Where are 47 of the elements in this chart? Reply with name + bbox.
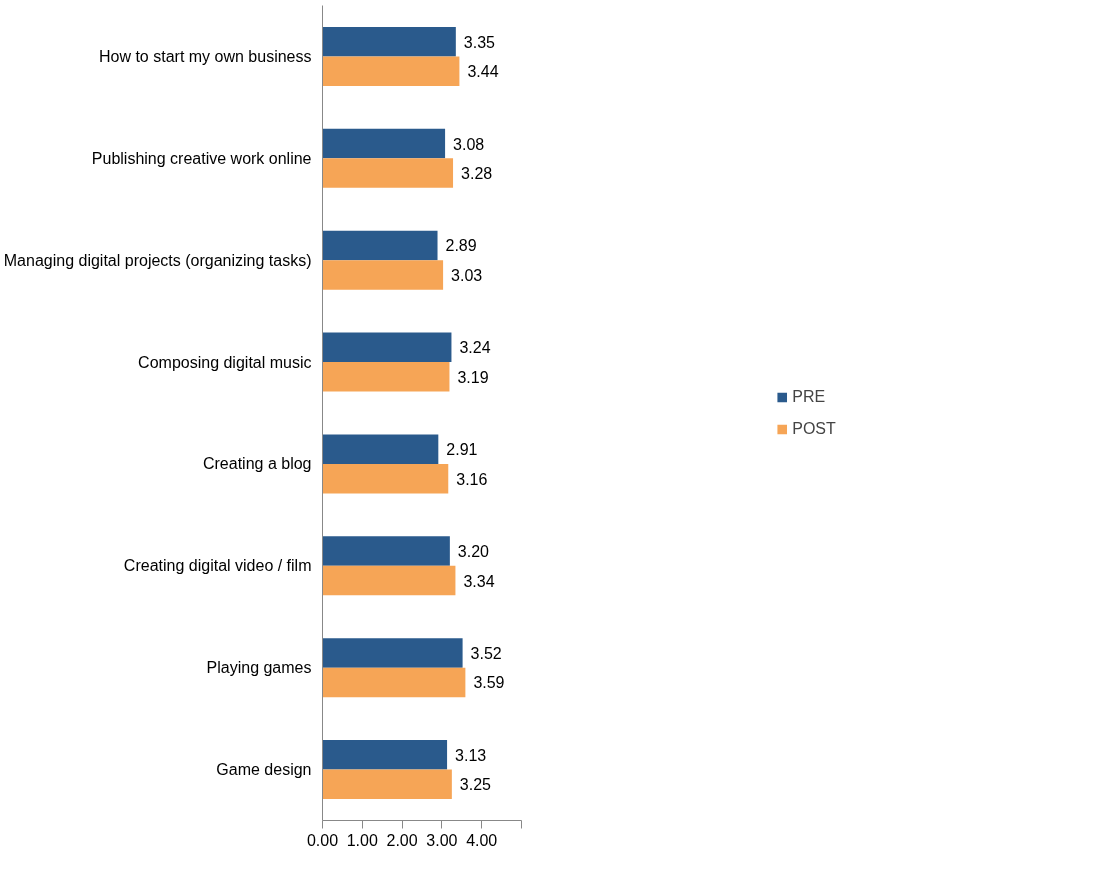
- data-label: 3.59: [473, 674, 505, 692]
- x-tick-label: 0.00: [306, 831, 339, 849]
- bar: [322, 260, 444, 290]
- data-label: 3.52: [470, 644, 502, 662]
- bar: [322, 230, 438, 261]
- y-tick-label: Composing digital music: [138, 353, 312, 371]
- bar: [322, 638, 463, 668]
- data-label: 2.89: [445, 237, 477, 255]
- bar: [322, 463, 449, 494]
- y-tick-label: Playing games: [206, 659, 312, 677]
- x-tick-label: 2.00: [386, 831, 418, 849]
- data-label: 3.20: [457, 543, 490, 561]
- data-label: 3.03: [451, 266, 483, 284]
- bar: [322, 128, 446, 159]
- bar: [322, 565, 456, 596]
- y-tick-label: Creating a blog: [202, 455, 312, 473]
- bar: [322, 667, 466, 698]
- x-tick-label: 4.00: [466, 831, 498, 849]
- y-tick-label: Creating digital video / film: [123, 557, 312, 575]
- data-label: 3.19: [457, 368, 489, 386]
- bar: [322, 26, 456, 57]
- x-tick-label: 3.00: [426, 831, 458, 849]
- bar: [322, 769, 452, 800]
- data-label: 3.25: [459, 776, 492, 794]
- y-tick-label: Managing digital projects (organizing tasks): [3, 251, 312, 269]
- bar: [322, 434, 439, 464]
- y-tick-label: How to start my own business: [98, 47, 312, 65]
- bar: [322, 362, 450, 392]
- data-label: 3.24: [459, 339, 491, 357]
- legend-label: POST: [792, 419, 836, 438]
- data-label: 3.08: [453, 135, 485, 153]
- data-label: 3.13: [455, 746, 487, 764]
- data-label: 3.44: [467, 63, 499, 81]
- data-label: 3.28: [461, 165, 493, 183]
- bar: [322, 56, 460, 86]
- legend-label: PRE: [792, 387, 826, 406]
- data-label: 3.34: [463, 572, 495, 590]
- data-label: 3.16: [456, 470, 488, 488]
- y-tick-label: Game design: [216, 761, 312, 779]
- data-label: 3.35: [463, 33, 496, 51]
- bar: [322, 740, 448, 770]
- bar: [322, 158, 454, 188]
- data-label: 2.91: [446, 441, 478, 459]
- x-tick-label: 1.00: [346, 831, 378, 849]
- y-tick-label: Publishing creative work online: [91, 149, 312, 167]
- bar: [322, 332, 452, 363]
- bar: [322, 536, 450, 566]
